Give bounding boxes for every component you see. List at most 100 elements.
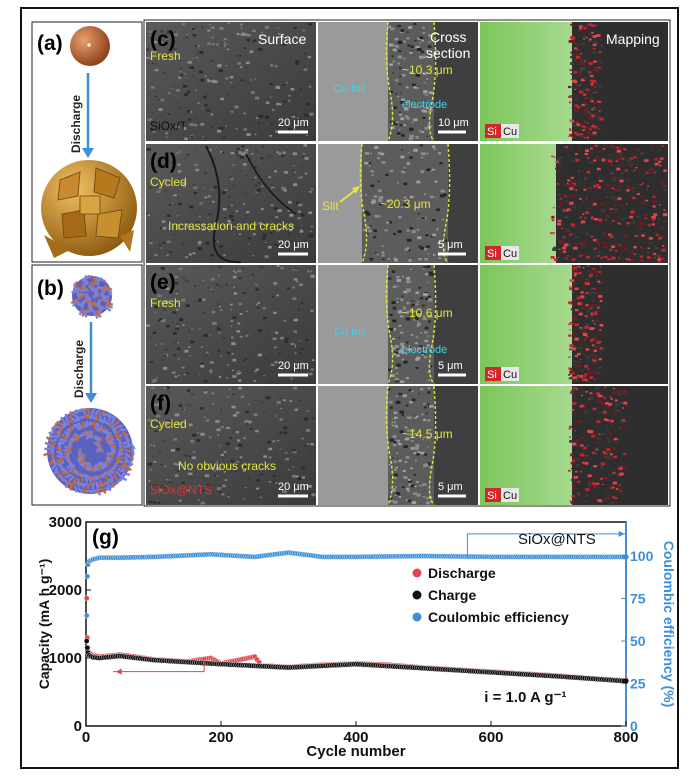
- texture-grain: [400, 155, 405, 159]
- texture-grain: [312, 359, 315, 361]
- texture-grain: [590, 83, 594, 86]
- texture-grain: [207, 29, 211, 32]
- texture-grain: [208, 230, 211, 232]
- texture-grain: [577, 420, 582, 423]
- texture-grain: [595, 184, 599, 187]
- texture-grain: [583, 76, 588, 80]
- texture-grain: [190, 340, 195, 344]
- texture-grain: [198, 374, 201, 376]
- texture-grain: [165, 287, 170, 290]
- texture-grain: [196, 225, 199, 227]
- texture-grain: [434, 180, 438, 183]
- texture-grain: [586, 255, 590, 259]
- texture-grain: [415, 303, 419, 306]
- texture-grain: [652, 195, 656, 198]
- texture-grain: [618, 426, 622, 429]
- texture-grain: [168, 50, 173, 54]
- texture-grain: [154, 185, 158, 188]
- texture-grain: [414, 447, 419, 450]
- texture-grain: [568, 39, 574, 43]
- nanosheet: [48, 431, 54, 439]
- texture-grain: [582, 326, 587, 329]
- texture-grain: [408, 152, 410, 154]
- texture-grain: [197, 484, 200, 486]
- texture-grain: [581, 125, 585, 128]
- texture-grain: [594, 182, 597, 185]
- texture-grain: [660, 144, 664, 147]
- texture-grain: [599, 465, 604, 469]
- texture-grain: [203, 380, 208, 383]
- nanosheet: [72, 476, 78, 485]
- texture-grain: [273, 311, 277, 314]
- texture-grain: [311, 417, 315, 420]
- texture-grain: [273, 217, 277, 220]
- texture-grain: [392, 285, 397, 289]
- surface-image: [146, 22, 316, 141]
- texture-grain: [166, 240, 171, 244]
- texture-grain: [156, 190, 161, 193]
- texture-grain: [236, 460, 240, 463]
- x-tick-label: 0: [82, 729, 90, 746]
- texture-grain: [591, 362, 594, 364]
- texture-grain: [238, 460, 241, 462]
- texture-grain: [184, 349, 189, 353]
- texture-grain: [613, 408, 617, 411]
- texture-grain: [594, 24, 597, 26]
- texture-grain: [575, 54, 579, 57]
- texture-grain: [651, 223, 655, 226]
- texture-grain: [426, 436, 430, 439]
- texture-grain: [573, 37, 576, 39]
- texture-grain: [179, 106, 182, 109]
- texture-grain: [615, 160, 618, 162]
- texture-grain: [259, 34, 262, 36]
- texture-grain: [292, 466, 295, 468]
- texture-grain: [397, 55, 402, 59]
- texture-grain: [198, 215, 202, 218]
- texture-grain: [588, 23, 592, 26]
- texture-grain: [154, 305, 158, 309]
- nanosheet: [61, 471, 70, 475]
- texture-grain: [168, 480, 172, 483]
- texture-grain: [252, 116, 255, 119]
- texture-grain: [574, 272, 578, 275]
- texture-grain: [403, 395, 406, 397]
- texture-grain: [430, 195, 434, 199]
- texture-grain: [161, 319, 166, 323]
- texture-grain: [621, 407, 624, 409]
- texture-grain: [422, 317, 427, 321]
- texture-grain: [289, 469, 294, 473]
- texture-grain: [168, 204, 172, 206]
- texture-grain: [596, 499, 599, 502]
- texture-grain: [417, 258, 422, 261]
- nanosheet: [45, 436, 53, 443]
- texture-grain: [391, 337, 396, 340]
- texture-grain: [589, 339, 593, 342]
- texture-grain: [409, 401, 413, 404]
- texture-grain: [606, 436, 611, 440]
- texture-grain: [398, 41, 402, 44]
- texture-grain: [423, 82, 426, 84]
- texture-grain: [381, 251, 385, 254]
- texture-grain: [403, 476, 408, 479]
- texture-grain: [262, 317, 267, 320]
- texture-grain: [594, 447, 599, 451]
- texture-grain: [179, 350, 182, 352]
- texture-grain: [309, 190, 313, 193]
- texture-grain: [290, 88, 295, 91]
- texture-grain: [564, 195, 567, 198]
- texture-grain: [277, 33, 281, 35]
- texture-grain: [188, 253, 192, 256]
- texture-grain: [577, 106, 581, 109]
- texture-grain: [275, 434, 278, 437]
- texture-grain: [175, 152, 179, 155]
- texture-grain: [427, 100, 430, 102]
- texture-grain: [640, 228, 643, 230]
- texture-grain: [584, 338, 586, 340]
- texture-grain: [581, 332, 584, 334]
- texture-grain: [310, 443, 314, 446]
- texture-grain: [224, 42, 226, 44]
- texture-grain: [149, 336, 153, 339]
- texture-grain: [254, 370, 257, 373]
- texture-grain: [253, 173, 256, 175]
- texture-grain: [592, 268, 596, 270]
